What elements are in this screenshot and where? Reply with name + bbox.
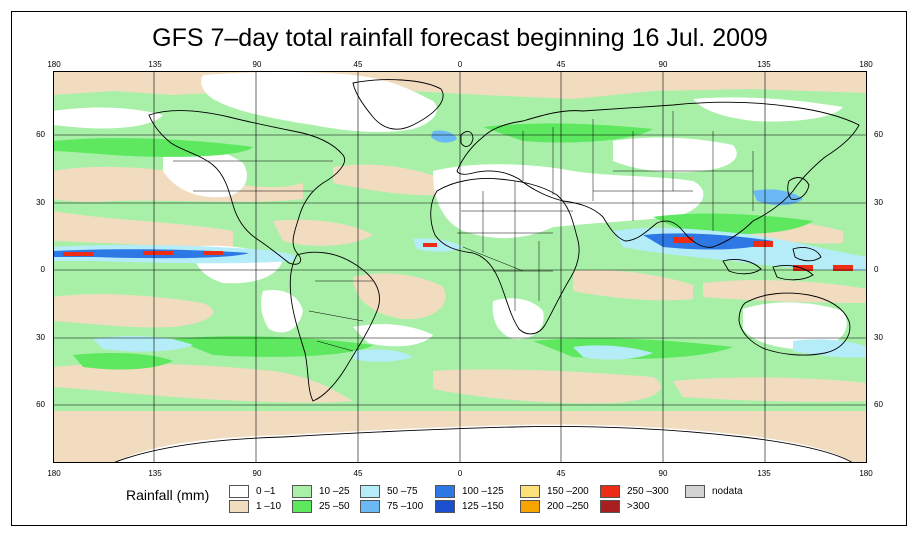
legend-label: 25 –50 xyxy=(319,501,350,512)
lat-tick: 60 xyxy=(874,400,883,409)
legend-label: 10 –25 xyxy=(319,486,350,497)
legend-swatch xyxy=(600,500,620,513)
africa-coast xyxy=(430,178,580,335)
legend-label: 75 –100 xyxy=(387,501,424,512)
lat-tick: 30 xyxy=(874,198,883,207)
graticule xyxy=(53,71,867,463)
lat-tick: 0 xyxy=(40,265,45,274)
lat-tick: 60 xyxy=(874,130,883,139)
legend-label: nodata xyxy=(712,486,743,497)
legend-title: Rainfall (mm) xyxy=(126,487,210,503)
lon-tick: 135 xyxy=(148,469,162,478)
legend-label: >300 xyxy=(627,501,650,512)
legend-swatch xyxy=(520,500,540,513)
legend-label: 250 –300 xyxy=(627,486,669,497)
lon-tick: 135 xyxy=(757,60,771,69)
lat-tick: 60 xyxy=(36,400,45,409)
legend-swatch xyxy=(229,485,249,498)
legend-swatch xyxy=(600,485,620,498)
legend-label: 200 –250 xyxy=(547,501,589,512)
lat-tick: 0 xyxy=(874,265,879,274)
legend-swatch xyxy=(292,500,312,513)
north-america-coast xyxy=(148,110,345,265)
lon-tick: 135 xyxy=(148,60,162,69)
south-america-coast xyxy=(289,251,380,402)
legend-label: 1 –10 xyxy=(256,501,282,512)
legend-label: 150 –200 xyxy=(547,486,589,497)
maritime-asia-coast xyxy=(722,246,822,281)
lat-tick: 30 xyxy=(36,333,45,342)
coastlines xyxy=(112,79,860,463)
lon-tick: 135 xyxy=(757,469,771,478)
figure-frame xyxy=(11,11,907,526)
legend-swatch xyxy=(360,485,380,498)
greenland-coast xyxy=(352,79,444,130)
lat-tick: 30 xyxy=(36,198,45,207)
lon-tick: 180 xyxy=(859,60,873,69)
lon-tick: 0 xyxy=(457,469,463,478)
legend-swatch xyxy=(685,485,705,498)
legend-swatch xyxy=(292,485,312,498)
legend-swatch xyxy=(435,485,455,498)
legend-label: 125 –150 xyxy=(462,501,504,512)
uk-coast xyxy=(460,131,474,147)
map-title: GFS 7–day total rainfall forecast beginn… xyxy=(152,24,768,52)
map-border xyxy=(53,71,867,463)
lon-tick: 180 xyxy=(47,469,61,478)
legend-swatch xyxy=(360,500,380,513)
legend-swatch xyxy=(435,500,455,513)
japan-coast xyxy=(787,177,810,200)
lat-tick: 60 xyxy=(36,130,45,139)
lon-tick: 90 xyxy=(658,469,668,478)
dry-areas xyxy=(53,72,853,463)
legend-swatch xyxy=(520,485,540,498)
lon-tick: 180 xyxy=(859,469,873,478)
lon-tick: 0 xyxy=(457,60,463,69)
antarctica-coast xyxy=(112,426,854,463)
legend-swatch xyxy=(229,500,249,513)
legend-label: 50 –75 xyxy=(387,486,418,497)
lon-tick: 90 xyxy=(252,469,262,478)
australia-coast xyxy=(738,292,851,356)
rainfall-map xyxy=(53,71,867,463)
legend-label: 0 –1 xyxy=(256,486,276,497)
lon-tick: 45 xyxy=(556,469,566,478)
lon-tick: 180 xyxy=(47,60,61,69)
lon-tick: 90 xyxy=(252,60,262,69)
legend-label: 100 –125 xyxy=(462,486,504,497)
lon-tick: 90 xyxy=(658,60,668,69)
lat-tick: 30 xyxy=(874,333,883,342)
lon-tick: 45 xyxy=(556,60,566,69)
lon-tick: 45 xyxy=(353,60,363,69)
lon-tick: 45 xyxy=(353,469,363,478)
country-borders xyxy=(173,111,754,352)
